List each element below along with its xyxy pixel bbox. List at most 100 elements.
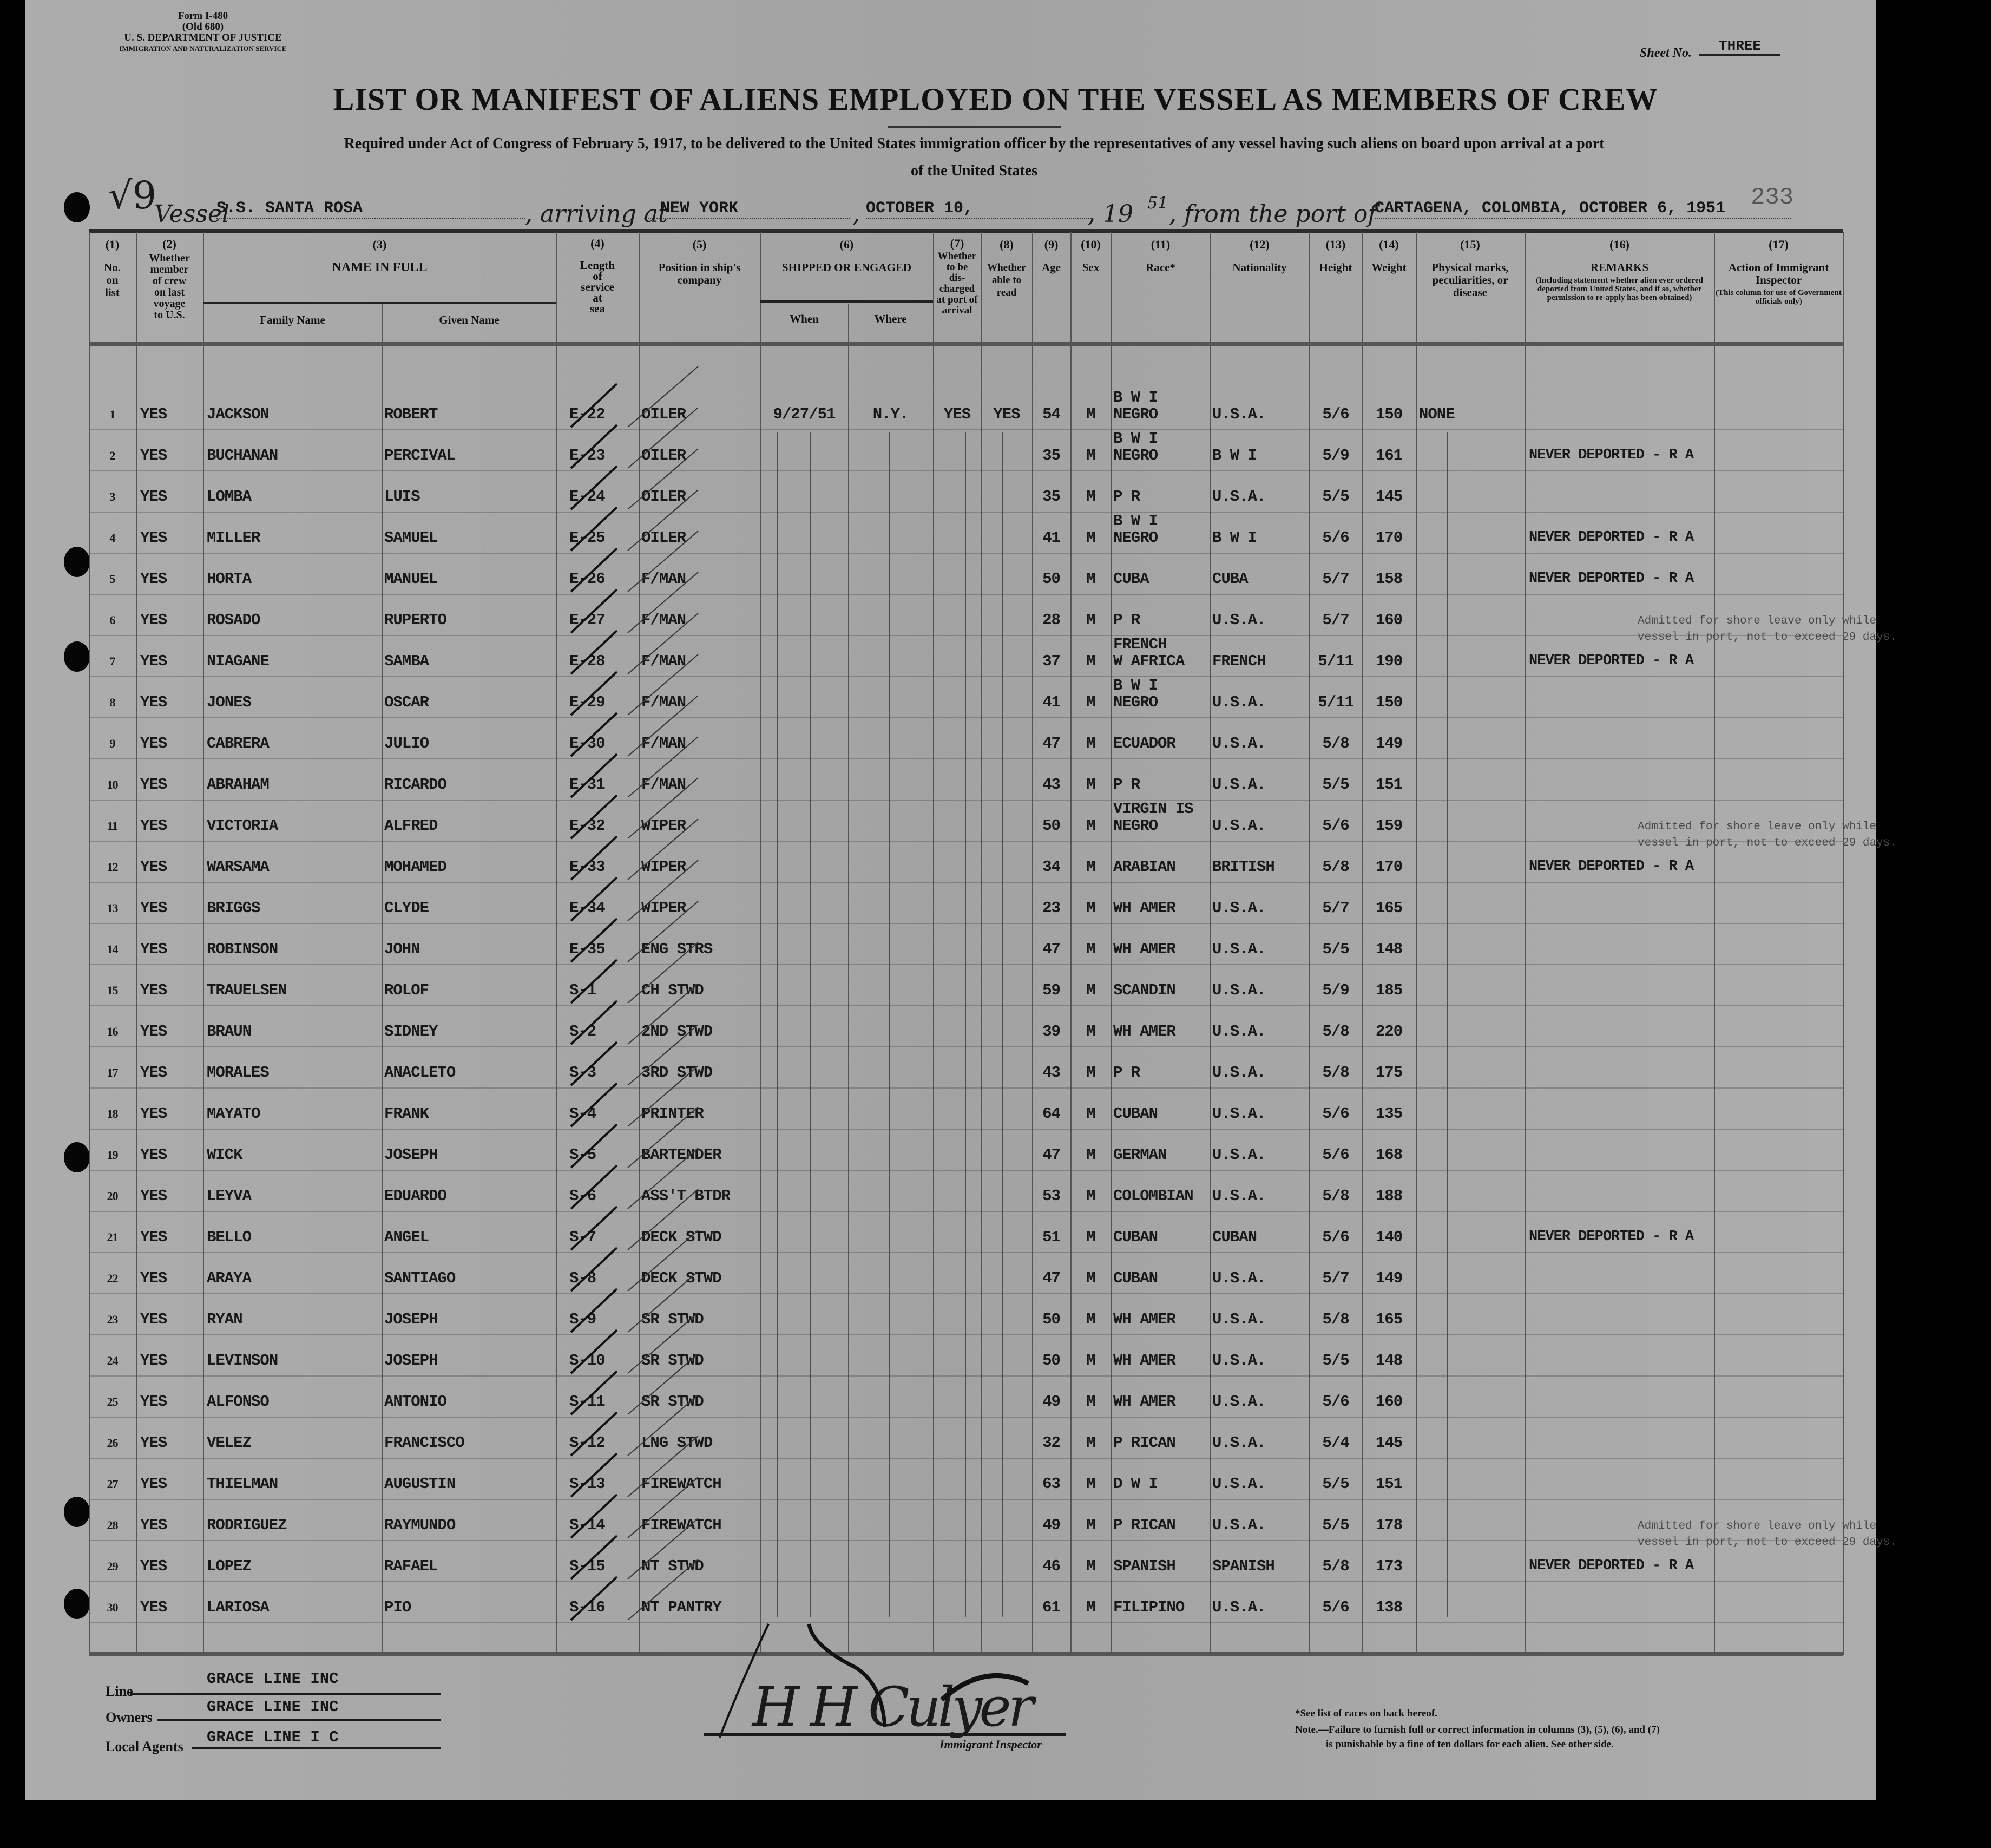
check-mark-icon: [570, 424, 618, 469]
row-number: 13: [107, 901, 119, 915]
family-name: VELEZ: [207, 1434, 252, 1452]
height: 5/5: [1322, 1352, 1349, 1369]
weight: 170: [1375, 858, 1403, 876]
shipped-subrule: [760, 300, 933, 303]
col-divider: [556, 232, 557, 1655]
crew-member-flag: YES: [140, 899, 167, 917]
row-number: 29: [107, 1559, 119, 1573]
remarks: NEVER DEPORTED - R A: [1529, 653, 1694, 669]
table-row: 13 YES BRIGGS CLYDE E-34 WIPER 23 M WH AMER U.S.A…: [89, 882, 1843, 924]
inspector-label: Immigrant Inspector: [939, 1738, 1042, 1751]
line-value: GRACE LINE INC: [207, 1670, 339, 1688]
sex: M: [1086, 652, 1095, 670]
family-name: RODRIGUEZ: [207, 1516, 287, 1534]
nationality: U.S.A.: [1212, 1023, 1266, 1040]
position: SR STWD: [641, 1352, 704, 1369]
age: 53: [1042, 1187, 1061, 1205]
family-name: VICTORIA: [207, 817, 278, 835]
table-row: 3 YES LOMBA LUIS E-24 OILER 35 M P R U.S.A. 5/5 145: [89, 470, 1843, 513]
row-number: 23: [107, 1313, 119, 1326]
row-number: 28: [107, 1518, 119, 1532]
race: COLOMBIAN: [1113, 1187, 1194, 1205]
col-divider: [1416, 232, 1417, 1655]
weight: 151: [1375, 776, 1403, 794]
weight: 135: [1375, 1105, 1403, 1123]
length-of-service: E-27: [569, 611, 606, 629]
nationality: U.S.A.: [1212, 1393, 1266, 1411]
race: D W I: [1113, 1475, 1158, 1493]
crew-member-flag: YES: [140, 1557, 167, 1575]
check-mark-icon: [570, 1247, 618, 1292]
owners-label: Owners: [106, 1709, 153, 1725]
check-mark-icon: [570, 876, 618, 922]
crew-member-flag: YES: [140, 817, 167, 835]
check-mark-icon: [570, 630, 618, 675]
family-name: ALFONSO: [207, 1393, 270, 1411]
crew-member-flag: YES: [140, 529, 167, 547]
ditto-mark: [777, 432, 778, 1617]
col-divider: [203, 232, 204, 1655]
check-mark-icon: [627, 1189, 699, 1250]
sex: M: [1086, 405, 1095, 423]
given-name: ROLOF: [384, 981, 429, 999]
header-remarks: (16) REMARKS (Including statement whether …: [1536, 238, 1703, 302]
check-mark-icon: [570, 835, 618, 881]
sex: M: [1086, 1434, 1095, 1452]
family-name: THIELMAN: [207, 1475, 278, 1493]
family-name: ARAYA: [207, 1269, 252, 1287]
age: 41: [1042, 693, 1061, 711]
family-name: RYAN: [207, 1310, 243, 1328]
fine-note: Note.—Failure to furnish full or correct…: [1295, 1724, 1660, 1735]
weight: 138: [1375, 1598, 1403, 1616]
age: 47: [1042, 735, 1061, 752]
check-mark-icon: [627, 818, 699, 880]
position: ENG STRS: [641, 940, 713, 958]
sex: M: [1086, 1516, 1095, 1534]
nationality: U.S.A.: [1212, 1187, 1266, 1205]
remarks: NEVER DEPORTED - R A: [1529, 859, 1694, 875]
position: NT PANTRY: [641, 1598, 722, 1616]
height: 5/9: [1322, 981, 1349, 999]
row-number: 12: [107, 860, 119, 874]
fine-note-cont: is punishable by a fine of ten dollars f…: [1326, 1739, 1614, 1750]
header-bottom-rule: [89, 342, 1843, 346]
check-mark-icon: [570, 753, 618, 798]
check-mark-icon: [627, 901, 699, 962]
table-row: 5 YES HORTA MANUEL E-26 F/MAN 50 M CUBA CUBA 5/7 15…: [89, 553, 1843, 595]
header-inspector-action: (17) Action of Immigrant Inspector (This c…: [1716, 238, 1842, 306]
table-bottom-rule: [89, 1652, 1843, 1656]
race: WH AMER: [1113, 940, 1176, 958]
race: SPANISH: [1113, 1557, 1176, 1575]
check-mark-icon: [570, 547, 618, 593]
age: 35: [1042, 488, 1061, 506]
row-number: 7: [109, 654, 116, 668]
header-where: Where: [874, 312, 907, 325]
service: IMMIGRATION AND NATURALIZATION SERVICE: [119, 44, 287, 53]
family-name: NIAGANE: [207, 652, 270, 670]
race: P R: [1113, 776, 1140, 794]
crew-member-flag: YES: [140, 1434, 167, 1452]
row-number: 14: [107, 942, 119, 956]
family-name: LEVINSON: [207, 1352, 278, 1369]
owners-value: GRACE LINE INC: [207, 1698, 339, 1716]
check-mark-icon: [627, 1353, 699, 1415]
height: 5/8: [1322, 735, 1349, 752]
sheet-number: THREE: [1699, 38, 1780, 56]
comma: ,: [852, 200, 860, 228]
check-mark-icon: [627, 736, 699, 798]
age: 63: [1042, 1475, 1061, 1493]
check-mark-icon: [627, 983, 699, 1045]
stamp-number: 233: [1751, 184, 1794, 211]
height: 5/8: [1322, 1557, 1349, 1575]
table-row: 1 YES JACKSON ROBERT E-22 OILER 9/27/51 N.Y. YES…: [89, 388, 1843, 430]
race: GERMAN: [1113, 1146, 1167, 1164]
sheet-label: Sheet No.: [1640, 46, 1692, 60]
check-mark-icon: [627, 1106, 699, 1168]
punch-hole: [64, 1589, 90, 1619]
given-name: ANGEL: [384, 1228, 429, 1246]
sex: M: [1086, 858, 1095, 876]
able-to-read: YES: [993, 405, 1020, 423]
given-name: EDUARDO: [384, 1187, 447, 1205]
race: WH AMER: [1113, 1352, 1176, 1369]
row-number: 2: [109, 449, 116, 462]
